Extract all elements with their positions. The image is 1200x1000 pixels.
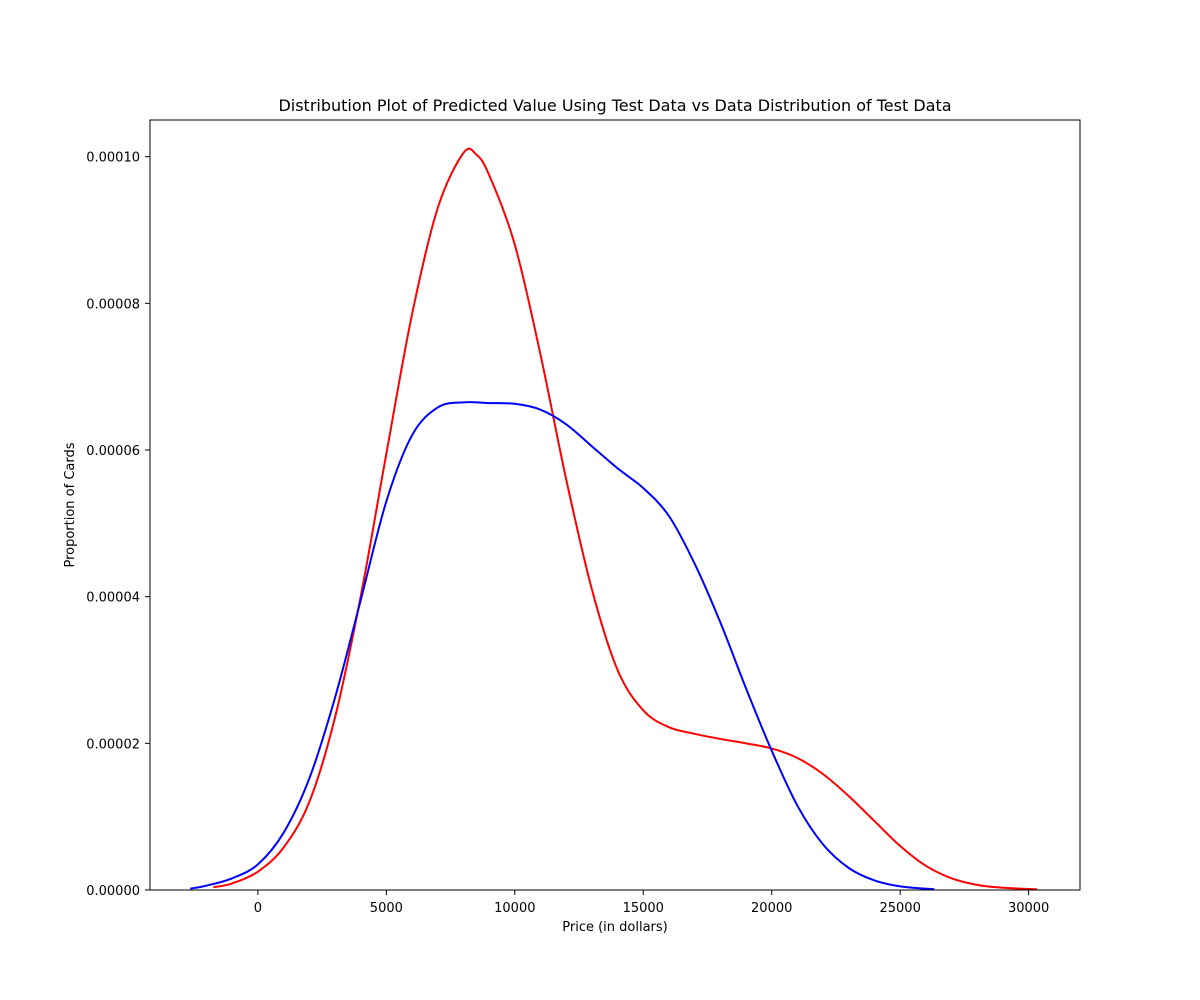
plot-frame — [149, 119, 1081, 891]
x-tick-label: 0 — [254, 901, 262, 916]
y-axis-label: Proportion of Cards — [63, 442, 78, 567]
x-tick-label: 15000 — [623, 901, 664, 916]
y-tick-label: 0.00006 — [86, 444, 140, 459]
x-tick-label: 5000 — [370, 901, 403, 916]
series-line-0 — [213, 147, 1038, 891]
y-tick-label: 0.00002 — [86, 737, 140, 752]
y-tick-label: 0.00008 — [86, 297, 140, 312]
series-line-1 — [190, 401, 935, 891]
y-tick-label: 0.00010 — [86, 151, 140, 166]
x-tick-label: 10000 — [494, 901, 535, 916]
y-tick-label: 0.00000 — [86, 884, 140, 899]
y-axis: 0.00000 0.00002 0.00004 0.00006 0.00008 0.000… — [86, 151, 150, 899]
x-axis-label: Price (in dollars) — [562, 920, 668, 935]
series-layer — [190, 147, 1038, 891]
chart-title: Distribution Plot of Predicted Value Usi… — [278, 96, 951, 115]
plot-area — [150, 120, 1080, 890]
x-axis: 0 5000 10000 15000 20000 25000 30000 — [254, 890, 1049, 916]
x-tick-label: 20000 — [751, 901, 792, 916]
y-tick-label: 0.00004 — [86, 591, 140, 606]
x-tick-label: 30000 — [1008, 901, 1049, 916]
x-tick-label: 25000 — [879, 901, 920, 916]
